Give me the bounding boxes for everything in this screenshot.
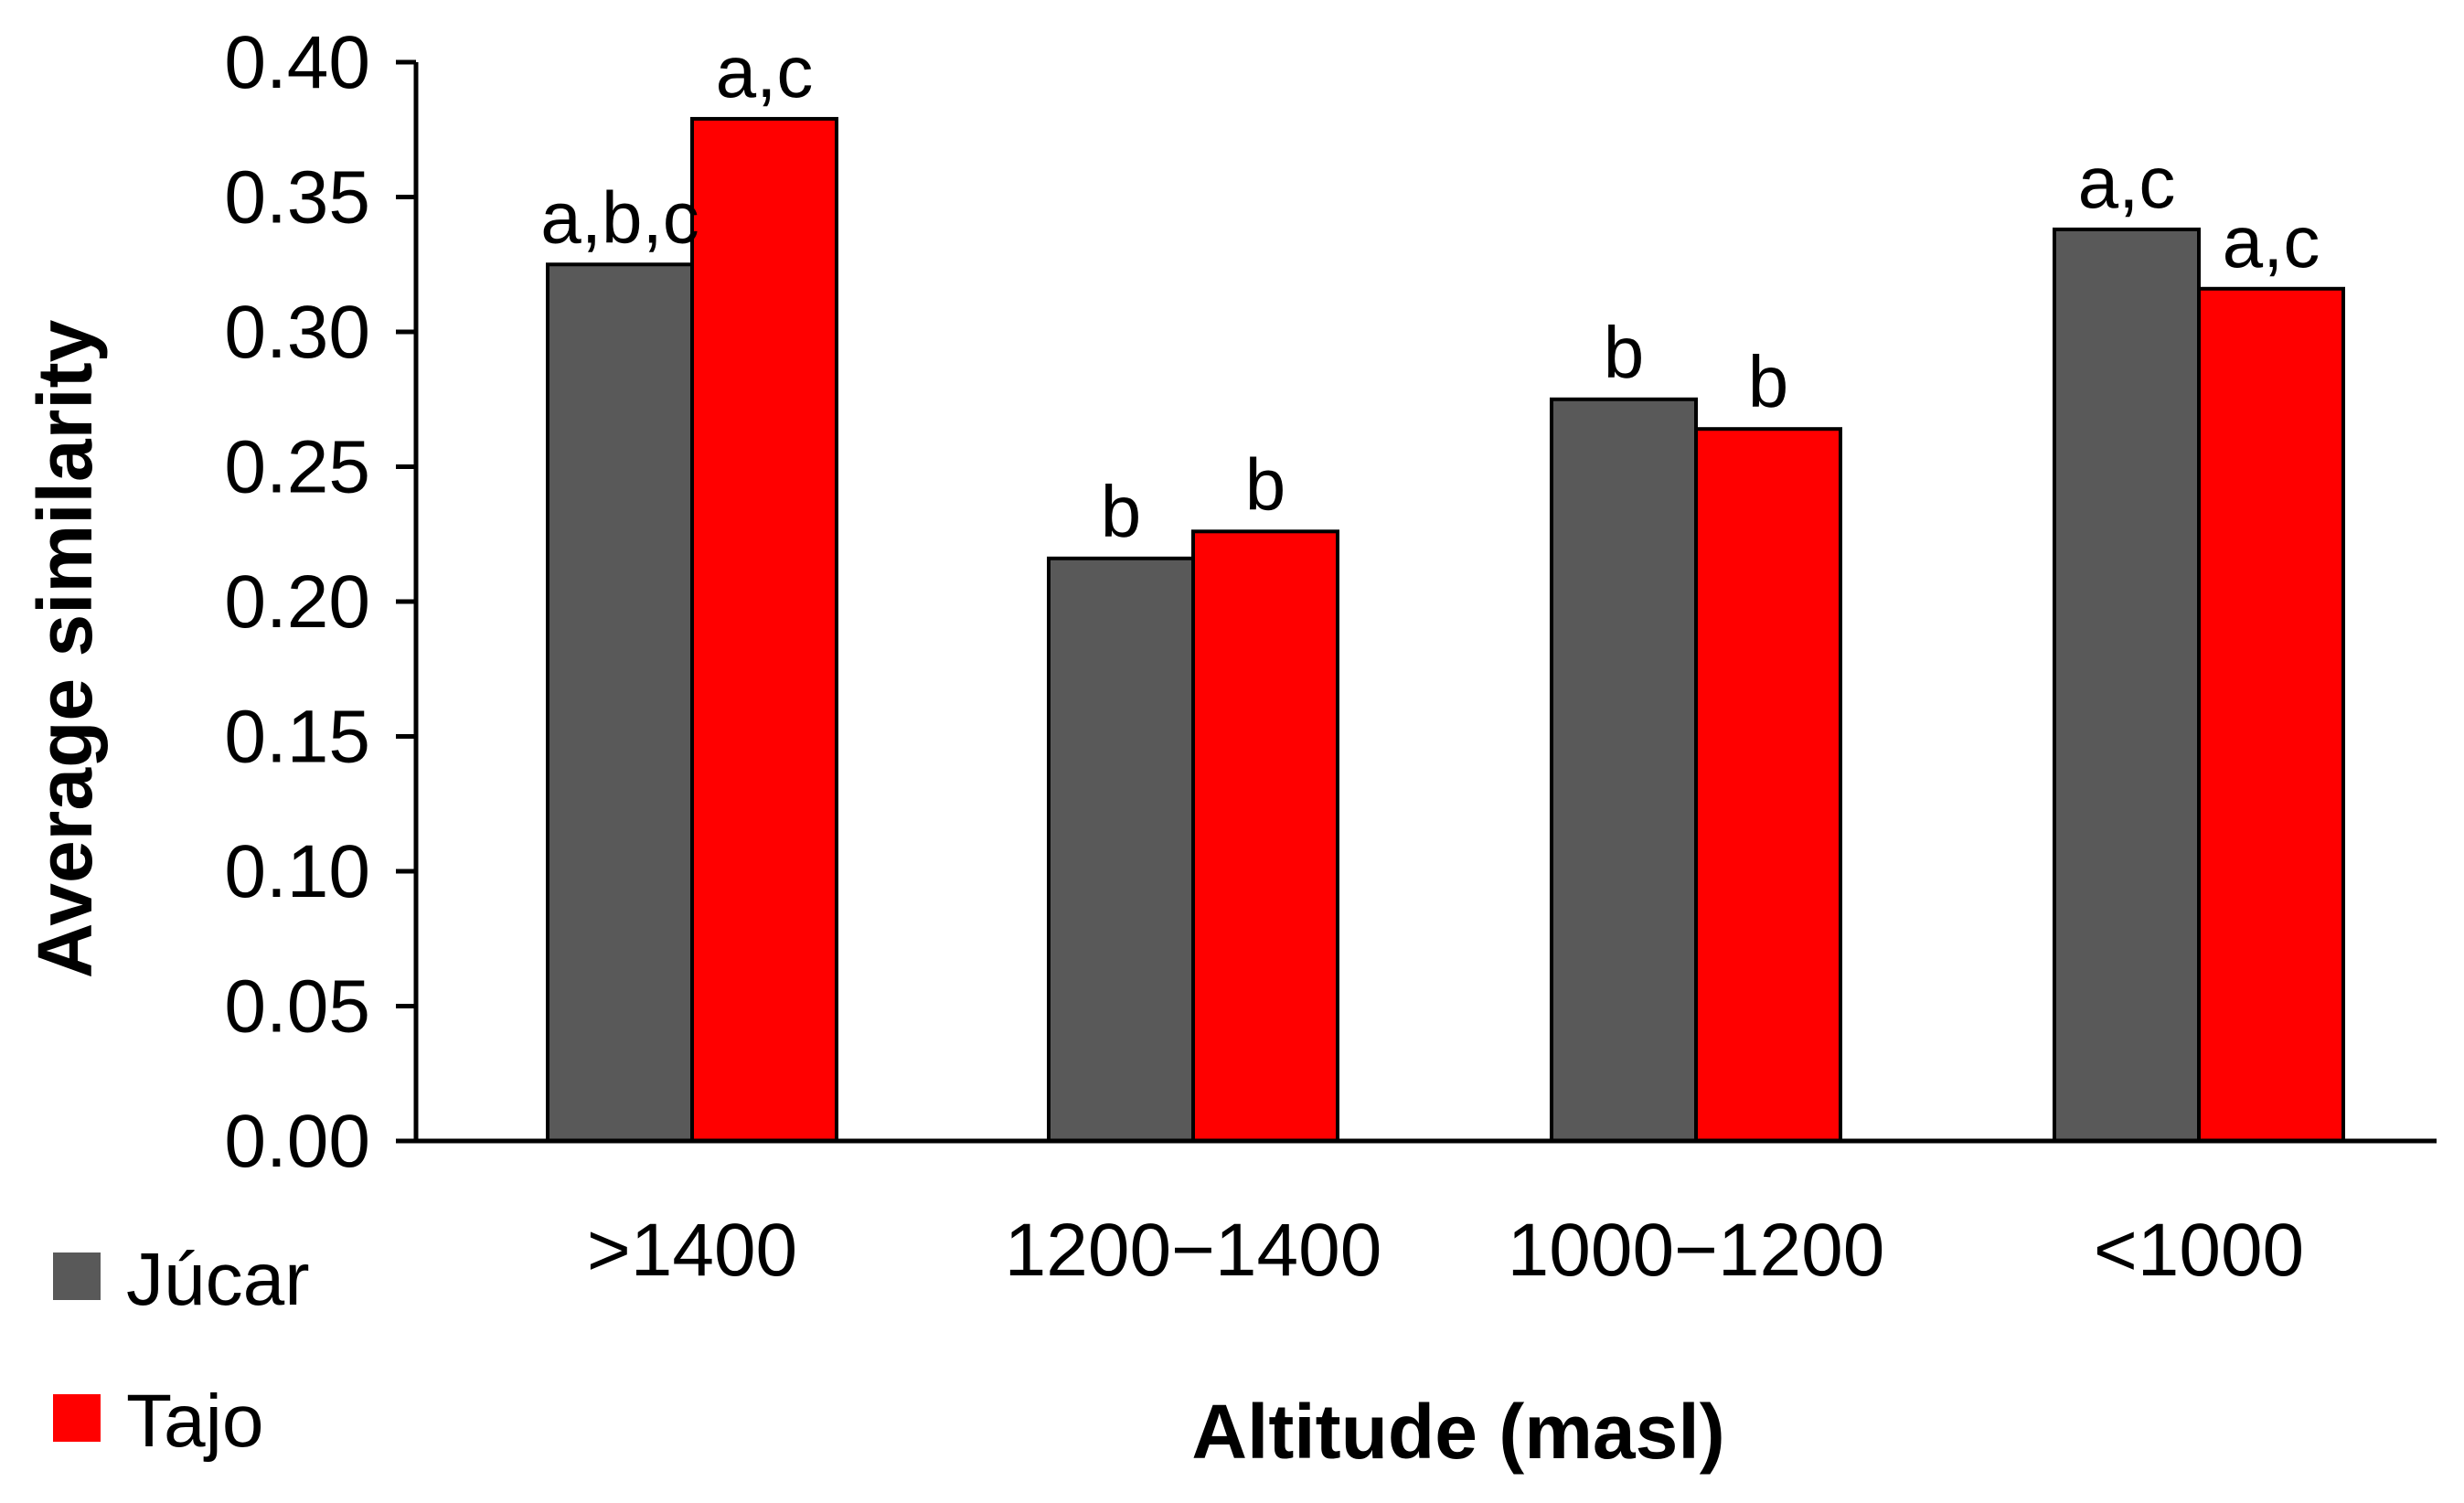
y-tick-label: 0.20 xyxy=(224,560,370,644)
data-label-tajo-2: b xyxy=(1748,341,1789,422)
legend-swatch-tajo xyxy=(53,1394,101,1442)
x-categories-layer: >1400 1200−1400 1000−1200 <1000 xyxy=(587,1209,2304,1292)
x-category-label: <1000 xyxy=(2094,1209,2304,1292)
y-tick-label: 0.35 xyxy=(224,156,370,240)
data-labels-layer: a,b,ca,cb bb ba,ca,c xyxy=(540,31,2320,552)
x-category-label: >1400 xyxy=(587,1209,797,1292)
data-label-jucar-2: b xyxy=(1604,312,1645,393)
legend-swatch-jucar xyxy=(53,1252,101,1300)
data-label-tajo-3: a,c xyxy=(2223,201,2320,282)
y-tick-label: 0.25 xyxy=(224,426,370,509)
bar-jucar-2 xyxy=(1550,397,1698,1143)
bar-tajo-0 xyxy=(690,116,838,1144)
legend: Júcar Tajo xyxy=(53,1238,310,1463)
bar-tajo-3 xyxy=(2197,286,2345,1143)
y-tick-label: 0.40 xyxy=(224,21,370,104)
bar-jucar-1 xyxy=(1047,556,1195,1143)
legend-label-tajo: Tajo xyxy=(126,1380,263,1463)
y-tick-label: 0.15 xyxy=(224,696,370,779)
y-tick-label: 0.05 xyxy=(224,965,370,1049)
y-tick-label: 0.00 xyxy=(224,1100,370,1183)
data-label-tajo-1: b xyxy=(1245,443,1286,525)
x-category-label: 1000−1200 xyxy=(1508,1209,1885,1292)
x-axis-title: Altitude (masl) xyxy=(1191,1389,1724,1475)
bar-tajo-1 xyxy=(1191,529,1339,1143)
bar-jucar-3 xyxy=(2053,227,2201,1143)
bar-tajo-2 xyxy=(1694,427,1842,1143)
legend-label-jucar: Júcar xyxy=(126,1238,310,1321)
x-category-label: 1200−1400 xyxy=(1005,1209,1382,1292)
y-tick-label: 0.30 xyxy=(224,291,370,374)
data-label-tajo-0: a,c xyxy=(716,31,814,112)
data-label-jucar-1: b xyxy=(1101,471,1142,552)
y-ticks-layer: 0.00 0.05 0.10 0.15 0.20 0.25 0.30 0.35 0.40 xyxy=(224,21,416,1183)
data-label-jucar-0: a,b,c xyxy=(540,176,699,258)
y-tick-label: 0.10 xyxy=(224,830,370,913)
bars-layer xyxy=(546,116,2345,1144)
y-axis-title: Average similarity xyxy=(22,319,108,978)
data-label-jucar-3: a,c xyxy=(2078,142,2176,223)
bar-jucar-0 xyxy=(546,262,694,1143)
